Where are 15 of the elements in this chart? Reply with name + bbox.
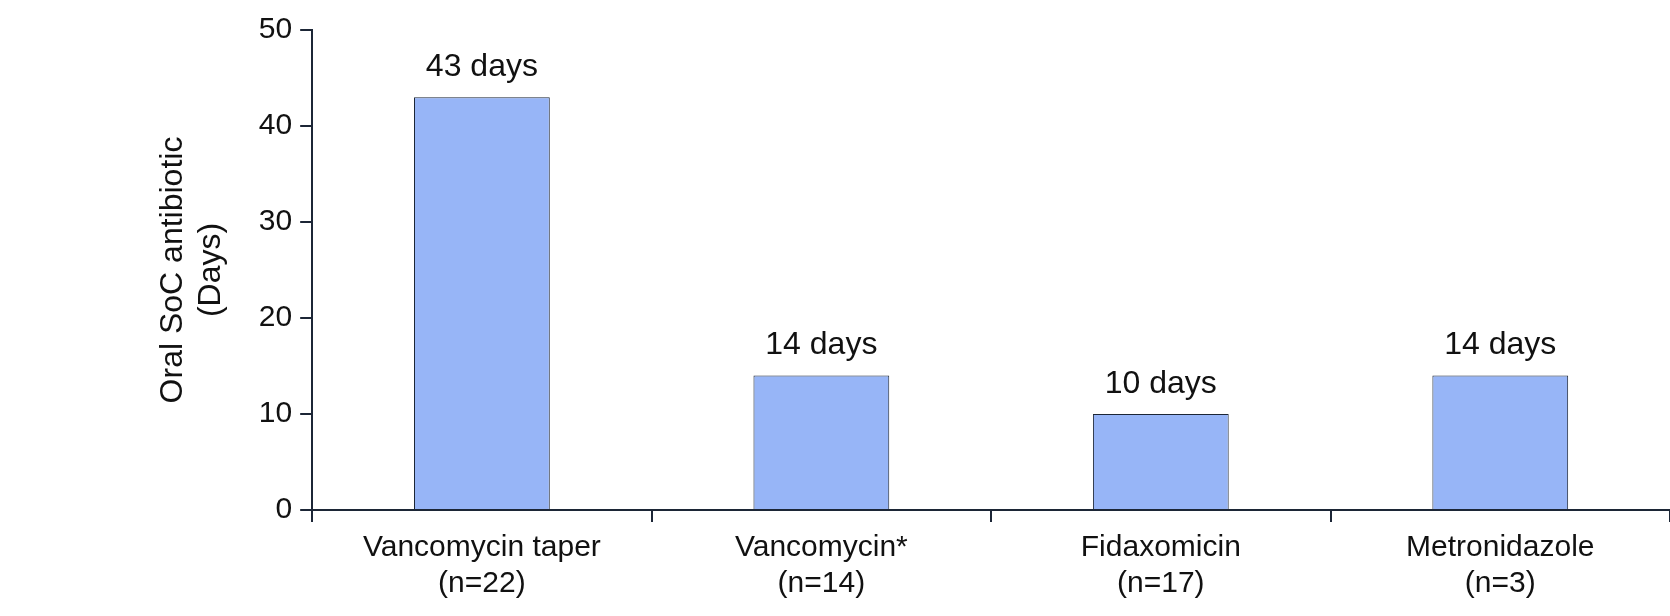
data-label: 10 days <box>1104 363 1217 400</box>
data-label: 14 days <box>1444 325 1557 362</box>
data-label: 14 days <box>765 325 878 362</box>
data-label: 43 days <box>425 47 538 84</box>
y-tick-label: 0 <box>275 491 293 525</box>
y-tick-label: 30 <box>258 203 293 237</box>
x-tick-label: Vancomycin taper (n=22) <box>362 529 601 599</box>
y-tick-label: 10 <box>258 395 293 429</box>
x-tick-label: Vancomycin* (n=14) <box>734 529 909 599</box>
y-tick-label: 20 <box>258 299 293 333</box>
y-axis-title: Oral SoC antibiotic (Days) <box>153 136 228 404</box>
y-tick-label: 40 <box>258 107 293 141</box>
y-tick-label: 50 <box>258 11 293 45</box>
x-tick-label: Fidaxomicin (n=17) <box>1080 529 1241 599</box>
x-tick-label: Metronidazole (n=3) <box>1406 529 1595 599</box>
